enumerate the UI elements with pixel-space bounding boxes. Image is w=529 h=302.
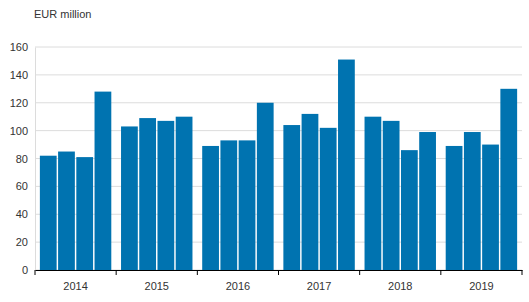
x-tick-label: 2015 — [145, 280, 169, 292]
bar — [176, 117, 193, 270]
bar — [419, 132, 436, 270]
bar — [157, 121, 174, 270]
y-tick: 60 — [16, 180, 35, 192]
y-axis-title: EUR million — [34, 8, 91, 20]
group-separator — [278, 270, 279, 275]
x-tick-label: 2019 — [469, 280, 493, 292]
group-separator — [35, 270, 36, 275]
bar — [58, 152, 75, 270]
bar — [482, 145, 499, 270]
y-tick: 140 — [10, 69, 35, 81]
y-tick-label: 0 — [22, 264, 28, 276]
grid-line — [35, 74, 522, 75]
y-tick: 20 — [16, 236, 35, 248]
y-axis: 0 20 40 60 80 100 120 140 160 — [10, 41, 36, 276]
bar — [121, 126, 138, 270]
x-tick-label: 2016 — [226, 280, 250, 292]
x-tick: 2015 — [145, 270, 169, 292]
bar — [95, 92, 112, 270]
chart: 0204060801001201401602014201520162017201… — [0, 0, 529, 302]
x-tick-label: 2014 — [63, 280, 87, 292]
x-tick: 2014 — [63, 270, 87, 292]
x-tick-label: 2017 — [307, 280, 331, 292]
y-tick: 120 — [10, 97, 35, 109]
bar — [139, 118, 156, 270]
bar — [302, 114, 319, 270]
bar — [446, 146, 463, 270]
y-tick-label: 20 — [16, 236, 28, 248]
y-tick-label: 40 — [16, 208, 28, 220]
y-tick-label: 160 — [10, 41, 28, 53]
x-tick: 2018 — [388, 270, 412, 292]
grid-line — [35, 47, 522, 48]
bar — [283, 125, 300, 270]
bar — [365, 117, 382, 270]
bar — [401, 150, 418, 270]
y-tick-label: 60 — [16, 180, 28, 192]
bar — [338, 60, 355, 270]
plot: 0204060801001201401602014201520162017201… — [10, 41, 523, 292]
group-separator — [116, 270, 117, 275]
y-tick: 0 — [22, 264, 35, 276]
bar — [239, 140, 256, 270]
bar — [500, 89, 517, 270]
group-separator — [440, 270, 441, 275]
y-axis-line — [35, 48, 36, 271]
y-tick: 100 — [10, 125, 35, 137]
bar — [220, 140, 237, 270]
y-tick-label: 100 — [10, 125, 28, 137]
bar — [464, 132, 481, 270]
x-tick-label: 2018 — [388, 280, 412, 292]
bar — [320, 128, 337, 270]
grid — [35, 47, 522, 270]
x-tick: 2017 — [307, 270, 331, 292]
y-tick-label: 80 — [16, 153, 28, 165]
bars — [40, 60, 517, 270]
y-tick-label: 120 — [10, 97, 28, 109]
y-tick: 80 — [16, 153, 35, 165]
bar — [383, 121, 400, 270]
x-tick: 2016 — [226, 270, 250, 292]
bar — [257, 103, 274, 270]
x-axis: 2014 2015 2016 2017 2018 2019 — [35, 270, 523, 292]
y-tick: 40 — [16, 208, 35, 220]
bar — [40, 156, 57, 270]
y-tick-label: 140 — [10, 69, 28, 81]
x-tick: 2019 — [469, 270, 493, 292]
group-separators — [35, 270, 522, 275]
group-separator — [522, 270, 523, 275]
bar — [76, 157, 93, 270]
y-tick: 160 — [10, 41, 35, 53]
group-separator — [359, 270, 360, 275]
group-separator — [197, 270, 198, 275]
bar — [202, 146, 219, 270]
